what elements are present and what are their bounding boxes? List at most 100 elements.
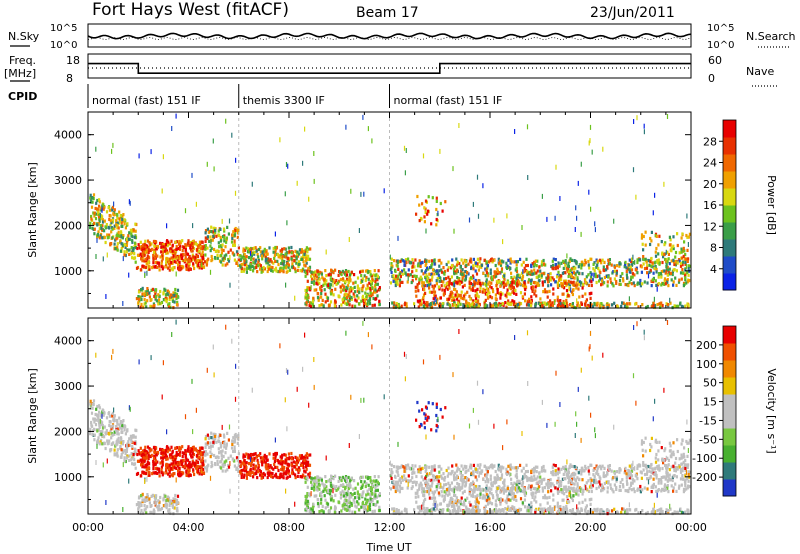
- heatmap-cell: [629, 265, 632, 269]
- heatmap-cell: [200, 259, 203, 263]
- heatmap-cell: [391, 264, 394, 268]
- heatmap-cell: [273, 268, 277, 272]
- heatmap-cell: [307, 257, 310, 261]
- heatmap-cell: [249, 262, 252, 266]
- heatmap-cell: [222, 248, 225, 253]
- heatmap-cell: [295, 255, 298, 259]
- heatmap-cell: [316, 502, 320, 506]
- heatmap-cell: [200, 446, 203, 450]
- heatmap-cell: [536, 475, 539, 479]
- heatmap-cell: [499, 259, 502, 263]
- heatmap-cell: [141, 492, 144, 496]
- heatmap-cell: [107, 235, 110, 239]
- heatmap-cell: [165, 297, 168, 301]
- heatmap-cell: [672, 283, 675, 287]
- heatmap-cell: [137, 243, 140, 247]
- heatmap-cell: [308, 301, 311, 305]
- heatmap-cell: [184, 248, 187, 252]
- heatmap-cell: [300, 456, 303, 460]
- heatmap-cell: [551, 266, 554, 270]
- heatmap-cell: [663, 252, 666, 257]
- heatmap-cell: [143, 247, 146, 251]
- heatmap-cell: [149, 243, 152, 247]
- heatmap-cell: [274, 245, 277, 250]
- heatmap-cell: [587, 263, 590, 267]
- heatmap-cell: [624, 283, 627, 287]
- heatmap-cell: [153, 500, 156, 504]
- heatmap-cell: [304, 126, 306, 132]
- heatmap-cell: [223, 460, 226, 464]
- heatmap-cell: [176, 506, 179, 510]
- heatmap-cell: [227, 456, 230, 460]
- heatmap-cell: [348, 481, 351, 486]
- heatmap-cell: [334, 487, 337, 491]
- heatmap-cell: [461, 277, 464, 281]
- heatmap-cell: [344, 507, 347, 511]
- heatmap-cell: [145, 498, 148, 502]
- heatmap-cell: [369, 497, 372, 501]
- heatmap-cell: [573, 267, 576, 271]
- beam-label: Beam 17: [356, 5, 419, 21]
- heatmap-cell: [424, 199, 428, 203]
- nave-tick-top: 60: [708, 54, 722, 67]
- heatmap-cell: [144, 265, 147, 270]
- heatmap-cell: [345, 495, 348, 499]
- heatmap-cell: [335, 282, 338, 286]
- heatmap-cell: [150, 453, 153, 457]
- heatmap-cell: [534, 304, 537, 309]
- heatmap-cell: [140, 255, 143, 259]
- heatmap-cell: [155, 453, 158, 457]
- heatmap-cell: [296, 460, 300, 464]
- heatmap-cell: [356, 500, 359, 504]
- heatmap-cell: [178, 240, 181, 244]
- heatmap-cell: [232, 436, 235, 440]
- heatmap-cell: [250, 471, 253, 475]
- heatmap-cell: [320, 478, 323, 482]
- heatmap-cell: [153, 239, 156, 243]
- heatmap-cell: [659, 271, 662, 276]
- heatmap-cell: [254, 452, 257, 456]
- heatmap-cell: [257, 260, 260, 264]
- heatmap-cell: [422, 296, 425, 300]
- heatmap-cell: [129, 200, 131, 206]
- heatmap-cell: [233, 239, 236, 243]
- heatmap-cell: [568, 286, 571, 290]
- heatmap-cell: [509, 257, 512, 261]
- heatmap-cell: [364, 291, 367, 295]
- heatmap-cell: [91, 196, 94, 200]
- heatmap-cell: [433, 290, 437, 294]
- heatmap-cell: [438, 275, 441, 280]
- heatmap-cell: [441, 288, 444, 292]
- heatmap-cell: [347, 499, 350, 503]
- heatmap-cell: [120, 448, 123, 452]
- heatmap-cell: [448, 303, 451, 307]
- heatmap-cell: [350, 297, 354, 301]
- heatmap-cell: [663, 282, 666, 286]
- heatmap-cell: [561, 285, 564, 289]
- heatmap-cell: [674, 276, 677, 280]
- heatmap-cell: [162, 154, 164, 160]
- heatmap-cell: [205, 263, 208, 267]
- heatmap-cell: [374, 297, 377, 301]
- heatmap-cell: [222, 234, 225, 239]
- heatmap-cell: [469, 303, 472, 307]
- heatmap-cell: [371, 509, 374, 514]
- heatmap-cell: [320, 509, 323, 513]
- heatmap-cell: [236, 235, 239, 239]
- heatmap-cell: [109, 219, 112, 223]
- heatmap-cell: [220, 459, 223, 464]
- heatmap-cell: [405, 305, 408, 309]
- heatmap-cell: [576, 215, 578, 221]
- heatmap-cell: [120, 438, 123, 442]
- heatmap-cell: [391, 301, 394, 305]
- heatmap-cell: [452, 267, 456, 272]
- heatmap-cell: [127, 237, 130, 241]
- heatmap-cell: [657, 481, 660, 485]
- heatmap-cell: [165, 471, 168, 475]
- heatmap-cell: [235, 157, 237, 163]
- heatmap-cell: [259, 246, 262, 250]
- heatmap-cell: [169, 511, 172, 515]
- freq-panel: Freq. [MHz] 18 8 60 0 Nave: [4, 53, 778, 87]
- heatmap-cell: [284, 255, 287, 259]
- heatmap-cell: [257, 470, 260, 474]
